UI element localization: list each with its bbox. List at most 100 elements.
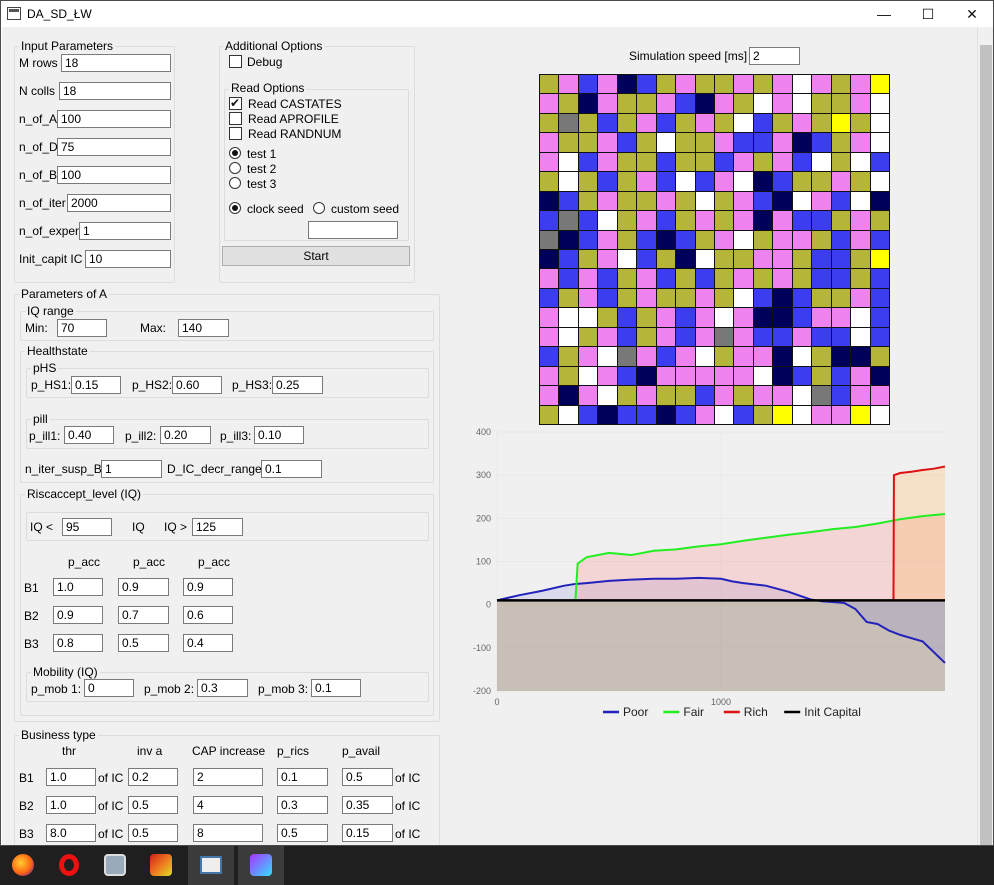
grid-cell (598, 308, 617, 327)
n-of-iter-input[interactable]: 2000 (67, 194, 171, 212)
b2-rics-input[interactable]: 0.3 (277, 796, 328, 814)
b2-inv-input[interactable]: 0.5 (128, 796, 178, 814)
minimize-button[interactable]: — (877, 6, 891, 22)
b1-inv-input[interactable]: 0.2 (128, 768, 178, 786)
b1-cap-input[interactable]: 2 (193, 768, 263, 786)
n-colls-input[interactable]: 18 (59, 82, 171, 100)
iq-max-input[interactable]: 140 (178, 319, 229, 337)
p-mob3-input[interactable]: 0.1 (311, 679, 361, 697)
rider-icon[interactable] (138, 846, 184, 885)
firefox-icon[interactable] (0, 846, 46, 885)
grid-cell (831, 172, 851, 191)
b1-thr-of-ic: of IC (98, 771, 124, 785)
grid-cell (578, 230, 598, 249)
app-window-icon[interactable] (188, 846, 234, 885)
risk-b2-acc1-input[interactable]: 0.9 (53, 606, 103, 624)
test3-label: test 3 (247, 177, 277, 191)
clock-seed-radio[interactable] (229, 202, 241, 214)
grid-cell (598, 94, 617, 113)
phpstorm-icon[interactable] (238, 846, 284, 885)
risk-b2-acc2-input[interactable]: 0.7 (118, 606, 169, 624)
m-rows-input[interactable]: 18 (61, 54, 171, 72)
pill1-input[interactable]: 0.40 (64, 426, 114, 444)
task-manager-icon[interactable] (92, 846, 138, 885)
risk-b3-acc2-input[interactable]: 0.5 (118, 634, 169, 652)
opera-icon[interactable] (46, 846, 92, 885)
grid-cell (734, 250, 753, 269)
d-ic-decr-range-input[interactable]: 0.1 (261, 460, 322, 478)
grid-cell (617, 152, 637, 172)
b3-inv-input[interactable]: 0.5 (128, 824, 178, 842)
p-mob2-input[interactable]: 0.3 (197, 679, 248, 697)
init-capit-input[interactable]: 10 (85, 250, 171, 268)
pill3-input[interactable]: 0.10 (254, 426, 304, 444)
n-of-exper-input[interactable]: 1 (79, 222, 171, 240)
n-of-d-input[interactable]: 75 (57, 138, 171, 156)
risk-b1-acc2-input[interactable]: 0.9 (118, 578, 169, 596)
grid-cell (617, 191, 637, 211)
phs1-input[interactable]: 0.15 (71, 376, 121, 394)
b1-thr-input[interactable]: 1.0 (46, 768, 96, 786)
scrollbar-thumb[interactable] (980, 45, 992, 845)
phs2-input[interactable]: 0.60 (172, 376, 222, 394)
maximize-button[interactable]: ☐ (921, 6, 935, 22)
iq-min-input[interactable]: 70 (57, 319, 107, 337)
phs3-input[interactable]: 0.25 (272, 376, 323, 394)
risk-b3-acc3-input[interactable]: 0.4 (183, 634, 233, 652)
b1-avail-input[interactable]: 0.5 (342, 768, 393, 786)
start-button[interactable]: Start (222, 246, 410, 266)
b3-avail-input[interactable]: 0.15 (342, 824, 393, 842)
grid-cell (559, 94, 578, 113)
test2-radio[interactable] (229, 162, 241, 174)
n-of-a-input[interactable]: 100 (57, 110, 171, 128)
b3-cap-input[interactable]: 8 (193, 824, 263, 842)
simulation-speed-input[interactable]: 2 (749, 47, 800, 65)
pill2-input[interactable]: 0.20 (160, 426, 211, 444)
grid-cell (598, 366, 617, 386)
series-line-fair (574, 513, 946, 601)
mobility-group (26, 672, 429, 702)
n-of-b-label: n_of_B (19, 168, 58, 182)
grid-cell (851, 308, 870, 327)
b3-thr-input[interactable]: 8.0 (46, 824, 96, 842)
grid-cell (578, 327, 598, 347)
n-of-b-input[interactable]: 100 (57, 166, 171, 184)
risk-b2-acc3-input[interactable]: 0.6 (183, 606, 233, 624)
grid-cell (540, 191, 559, 211)
risk-b3-acc1-input[interactable]: 0.8 (53, 634, 103, 652)
n-iter-susp-b-input[interactable]: 1 (101, 460, 162, 478)
read-castates-checkbox[interactable] (229, 96, 242, 110)
read-aprofile-checkbox[interactable] (229, 112, 242, 125)
grid-cell (617, 288, 637, 308)
vertical-scrollbar[interactable] (977, 27, 993, 845)
grid-cell (656, 308, 676, 327)
b2-cap-input[interactable]: 4 (193, 796, 263, 814)
grid-cell (617, 94, 637, 113)
b2-avail-input[interactable]: 0.35 (342, 796, 393, 814)
grid-cell (559, 366, 578, 386)
debug-checkbox[interactable] (229, 55, 242, 68)
simulation-speed-label: Simulation speed [ms] (629, 49, 748, 63)
risk-b1-acc1-input[interactable]: 1.0 (53, 578, 103, 596)
p-mob1-input[interactable]: 0 (84, 679, 134, 697)
grid-cell (598, 347, 617, 366)
custom-seed-input[interactable] (308, 221, 398, 239)
grid-cell (792, 308, 812, 327)
test3-radio[interactable] (229, 177, 241, 189)
risk-b1-acc3-input[interactable]: 0.9 (183, 578, 233, 596)
iq-gt-input[interactable]: 125 (192, 518, 243, 536)
iq-lt-input[interactable]: 95 (62, 518, 112, 536)
grid-cell (773, 347, 792, 366)
test1-radio[interactable] (229, 147, 241, 159)
close-button[interactable]: ✕ (966, 6, 978, 22)
custom-seed-radio[interactable] (313, 202, 325, 214)
b2-thr-input[interactable]: 1.0 (46, 796, 96, 814)
business-type-title: Business type (19, 728, 98, 742)
grid-cell (540, 386, 559, 405)
grid-cell (637, 172, 656, 191)
grid-cell (831, 191, 851, 211)
read-randnum-checkbox[interactable] (229, 127, 242, 140)
grid-cell (617, 133, 637, 152)
b1-rics-input[interactable]: 0.1 (277, 768, 328, 786)
b3-rics-input[interactable]: 0.5 (277, 824, 328, 842)
